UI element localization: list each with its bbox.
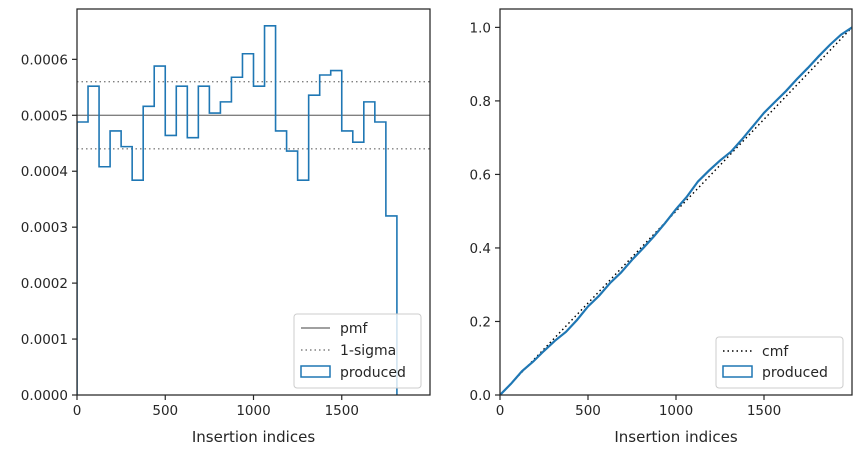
histogram-x-ticks: 0 500 1000 1500	[73, 395, 359, 419]
cdf-frame	[499, 8, 853, 396]
x-tick-label: 1000	[236, 403, 270, 419]
legend-cmf-label: cmf	[762, 344, 789, 360]
y-tick-label: 0.8	[470, 94, 491, 110]
y-tick-label: 0.0001	[21, 332, 68, 348]
y-tick-label: 0.0003	[21, 220, 68, 236]
y-tick-label: 0.6	[470, 167, 491, 183]
cdf-panel: 0 500 1000 1500 0.0 0.2 0.4 0.6 0.8 1.0 Insertio…	[470, 8, 853, 446]
legend-produced-swatch	[300, 365, 331, 378]
legend-box	[293, 313, 422, 389]
cdf-series-produced	[500, 26, 852, 395]
y-tick-label: 0.0000	[21, 388, 68, 404]
y-tick-label: 0.4	[470, 241, 491, 257]
y-tick-label: 1.0	[470, 20, 491, 36]
y-tick-label: 0.0006	[21, 52, 68, 68]
legend-box	[715, 336, 844, 389]
legend-produced-swatch	[722, 365, 753, 378]
y-tick-label: 0.0005	[21, 108, 68, 124]
histogram-produced-steps	[77, 24, 398, 395]
histogram-frame	[76, 8, 431, 396]
x-tick-label: 1500	[325, 403, 359, 419]
histogram-plot-area	[77, 24, 430, 395]
cdf-y-ticks: 0.0 0.2 0.4 0.6 0.8 1.0	[470, 20, 500, 404]
y-tick-label: 0.0004	[21, 164, 68, 180]
x-tick-label: 1000	[659, 403, 693, 419]
x-tick-label: 500	[152, 403, 178, 419]
histogram-x-axis-label: Insertion indices	[192, 428, 315, 446]
cdf-legend: cmf produced	[715, 336, 844, 389]
y-tick-label: 0.2	[470, 314, 491, 330]
x-tick-label: 0	[73, 403, 82, 419]
cdf-series-cmf	[500, 26, 852, 395]
legend-produced-label: produced	[340, 365, 406, 381]
x-tick-label: 500	[575, 403, 601, 419]
y-tick-label: 0.0002	[21, 276, 68, 292]
cdf-x-axis-label: Insertion indices	[614, 428, 737, 446]
histogram-legend: pmf 1-sigma produced	[293, 313, 422, 389]
legend-produced-label: produced	[762, 365, 828, 381]
x-tick-label: 1500	[747, 403, 781, 419]
cdf-plot-area	[500, 26, 852, 395]
histogram-y-ticks: 0.0000 0.0001 0.0002 0.0003 0.0004 0.0005 0.00…	[21, 52, 77, 404]
legend-pmf-label: pmf	[340, 321, 369, 337]
histogram-panel: 0 500 1000 1500 0.00000.00010.00020.00030.0…	[21, 8, 431, 446]
y-tick-label: 0.0	[470, 388, 491, 404]
cdf-x-ticks: 0 500 1000 1500	[496, 395, 781, 419]
x-tick-label: 0	[496, 403, 505, 419]
legend-1-sigma-label: 1-sigma	[340, 343, 396, 359]
